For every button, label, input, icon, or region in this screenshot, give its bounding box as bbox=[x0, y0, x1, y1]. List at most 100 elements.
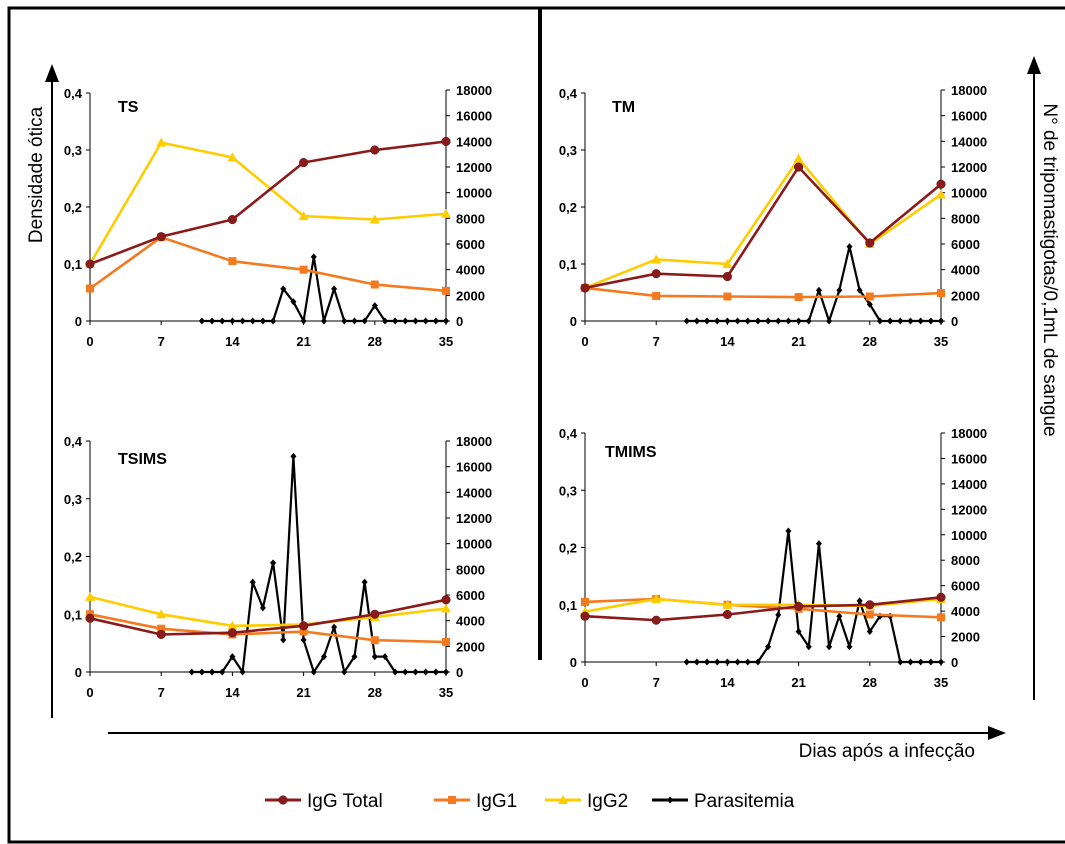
y2-tick-label: 12000 bbox=[456, 160, 492, 175]
y-tick-label: 0,1 bbox=[64, 257, 82, 272]
data-point-parasitemia bbox=[887, 317, 894, 325]
right-axis-arrow bbox=[1027, 56, 1041, 700]
data-point-igg2 bbox=[85, 591, 95, 601]
data-point-parasitemia bbox=[310, 253, 317, 261]
data-point-igg-total bbox=[85, 259, 95, 269]
x-axis-label: Dias após a infecção bbox=[799, 741, 975, 762]
data-point-parasitemia bbox=[744, 317, 751, 325]
x-tick-label: 14 bbox=[720, 675, 735, 690]
data-point-igg2 bbox=[227, 620, 238, 630]
data-point-parasitemia bbox=[683, 658, 690, 666]
x-tick-label: 35 bbox=[439, 334, 453, 349]
data-point-parasitemia bbox=[724, 317, 731, 325]
x-tick-label: 0 bbox=[86, 685, 93, 700]
y2-tick-label: 12000 bbox=[951, 160, 987, 175]
y-tick-label: 0 bbox=[75, 314, 82, 329]
y2-tick-label: 14000 bbox=[951, 134, 987, 149]
data-point-igg-total bbox=[794, 601, 804, 612]
y2-tick-label: 16000 bbox=[456, 109, 492, 124]
data-point-igg1 bbox=[370, 280, 379, 289]
data-point-parasitemia bbox=[775, 611, 782, 619]
data-point-parasitemia bbox=[683, 317, 690, 325]
y-tick-label: 0,3 bbox=[559, 143, 577, 158]
data-point-igg-total bbox=[722, 271, 732, 282]
data-point-parasitemia bbox=[704, 658, 711, 666]
x-tick-label: 0 bbox=[581, 675, 588, 690]
data-point-parasitemia bbox=[765, 643, 772, 651]
y2-tick-label: 18000 bbox=[951, 426, 987, 441]
y2-tick-label: 0 bbox=[951, 314, 958, 329]
y-tick-label: 0,1 bbox=[64, 607, 82, 622]
legend-label: IgG2 bbox=[587, 791, 628, 812]
data-point-igg1 bbox=[937, 289, 945, 298]
legend-item-parasitemia: Parasitemia bbox=[652, 791, 795, 812]
data-point-parasitemia bbox=[351, 653, 358, 661]
data-point-parasitemia bbox=[826, 643, 833, 651]
data-point-parasitemia bbox=[754, 658, 761, 666]
y2-tick-label: 4000 bbox=[951, 263, 980, 278]
data-point-parasitemia bbox=[402, 317, 409, 325]
series-line-igg2 bbox=[89, 595, 447, 628]
x-tick-label: 28 bbox=[863, 334, 877, 349]
data-point-igg-total bbox=[370, 145, 380, 155]
data-point-igg2 bbox=[156, 137, 167, 147]
data-point-igg1 bbox=[794, 293, 803, 302]
y2-tick-label: 18000 bbox=[951, 83, 987, 98]
data-point-parasitemia bbox=[300, 317, 307, 325]
data-point-igg2 bbox=[227, 152, 238, 162]
y2-tick-label: 8000 bbox=[951, 553, 980, 568]
y2-tick-label: 8000 bbox=[456, 211, 485, 226]
data-point-parasitemia bbox=[775, 317, 782, 325]
data-point-parasitemia bbox=[331, 285, 338, 293]
series-line-igg1 bbox=[584, 286, 942, 299]
x-tick-label: 14 bbox=[225, 334, 240, 349]
y2-tick-label: 12000 bbox=[456, 511, 492, 526]
data-point-igg1 bbox=[157, 624, 166, 633]
y2-tick-label: 6000 bbox=[456, 237, 485, 252]
legend-label: IgG Total bbox=[307, 791, 383, 812]
legend-label: IgG1 bbox=[476, 791, 517, 812]
x-tick-label: 7 bbox=[653, 675, 660, 690]
x-tick-label: 21 bbox=[296, 685, 310, 700]
data-point-igg1 bbox=[370, 636, 379, 645]
data-point-igg1 bbox=[652, 291, 661, 300]
y2-tick-label: 10000 bbox=[456, 186, 492, 201]
y-tick-label: 0,4 bbox=[559, 86, 578, 101]
data-point-parasitemia bbox=[927, 317, 934, 325]
data-point-parasitemia bbox=[856, 286, 863, 294]
data-point-parasitemia bbox=[836, 612, 843, 620]
data-point-parasitemia bbox=[866, 627, 873, 635]
x-tick-label: 14 bbox=[225, 685, 240, 700]
data-point-parasitemia bbox=[198, 668, 205, 676]
data-point-parasitemia bbox=[412, 317, 419, 325]
y-tick-label: 0,3 bbox=[559, 483, 577, 498]
data-point-parasitemia bbox=[938, 658, 944, 666]
y2-tick-label: 18000 bbox=[456, 434, 492, 449]
data-point-parasitemia bbox=[846, 243, 853, 251]
data-point-parasitemia bbox=[219, 317, 226, 325]
series-line-igg1 bbox=[89, 235, 447, 293]
data-point-parasitemia bbox=[331, 623, 338, 631]
data-point-parasitemia bbox=[371, 653, 378, 661]
y2-tick-label: 2000 bbox=[951, 288, 980, 303]
series-line-igg-total bbox=[584, 165, 942, 290]
y2-tick-label: 10000 bbox=[951, 528, 987, 543]
data-point-parasitemia bbox=[805, 643, 812, 651]
data-point-parasitemia bbox=[907, 317, 914, 325]
data-point-parasitemia bbox=[270, 317, 277, 325]
data-point-igg2 bbox=[651, 254, 662, 264]
x-tick-label: 14 bbox=[720, 334, 735, 349]
data-point-parasitemia bbox=[917, 317, 924, 325]
data-point-parasitemia bbox=[836, 286, 843, 294]
y2-tick-label: 0 bbox=[456, 314, 463, 329]
data-point-parasitemia bbox=[795, 317, 802, 325]
data-point-parasitemia bbox=[754, 317, 761, 325]
data-point-parasitemia bbox=[815, 286, 822, 294]
y-tick-label: 0,4 bbox=[559, 426, 578, 441]
x-tick-label: 28 bbox=[368, 685, 382, 700]
data-point-igg1 bbox=[442, 286, 450, 295]
series-line-igg1 bbox=[584, 597, 942, 619]
x-tick-label: 35 bbox=[934, 334, 948, 349]
data-point-igg1 bbox=[865, 610, 874, 619]
